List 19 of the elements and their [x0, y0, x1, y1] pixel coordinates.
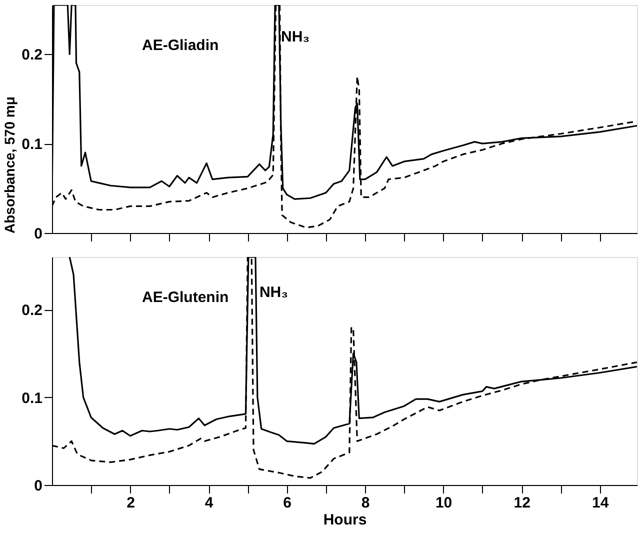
x-tick-label: 6: [283, 494, 292, 512]
x-tick-label: 10: [435, 494, 452, 512]
y-tick-label: 0.1: [22, 390, 42, 407]
y-tick-label: 0.1: [22, 136, 42, 154]
x-tick-label: 12: [514, 494, 530, 512]
y-tick-label: 0.2: [22, 46, 42, 64]
annotation: AE-Glutenin: [142, 289, 229, 306]
x-axis-title: Hours: [323, 512, 367, 528]
x-tick-label: 4: [204, 494, 214, 512]
y-tick-label: 0: [34, 226, 42, 242]
y-tick-label: 0: [34, 478, 42, 494]
annotation: AE-Gliadin: [142, 37, 219, 54]
x-tick-label: 14: [592, 494, 610, 512]
annotation: NH₃: [281, 28, 310, 46]
x-tick-label: 8: [361, 494, 370, 512]
y-tick-label: 0.2: [22, 302, 42, 320]
y-axis-title: Absorbance, 570 mμ: [2, 96, 18, 234]
x-tick-label: 2: [126, 494, 135, 512]
annotation: NH₃: [259, 284, 288, 302]
